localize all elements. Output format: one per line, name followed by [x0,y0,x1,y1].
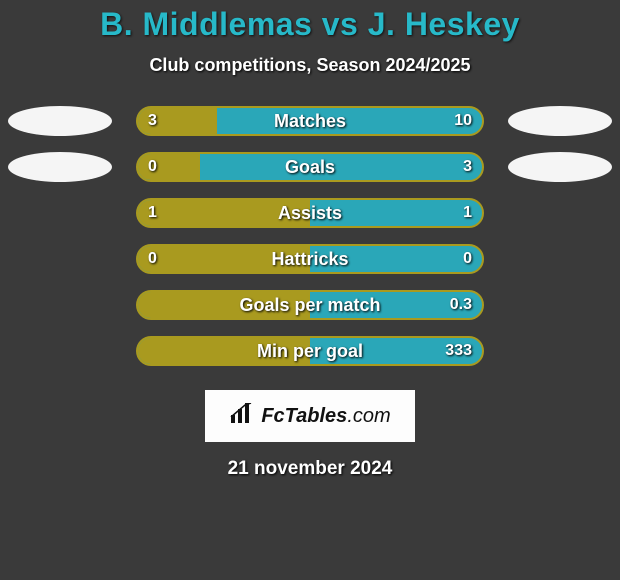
logo-brand: FcTables [261,405,347,427]
stat-row: Goals03 [0,148,620,194]
stat-bar [136,336,484,366]
player2-badge [508,152,612,182]
stat-row: Assists11 [0,194,620,240]
stat-rows: Matches310Goals03Assists11Hattricks00Goa… [0,102,620,378]
stat-bar-fill-left [138,246,310,272]
stat-row: Min per goal333 [0,332,620,378]
stat-bar-fill-left [138,108,217,134]
stat-row: Hattricks00 [0,240,620,286]
player2-badge [508,106,612,136]
player1-badge [8,106,112,136]
logo-text: FcTables.com [261,405,390,428]
date-text: 21 november 2024 [0,458,620,480]
stat-bar [136,106,484,136]
player1-badge [8,152,112,182]
page-title: B. Middlemas vs J. Heskey [0,0,620,43]
bars-icon [229,403,255,430]
stat-bar-fill-left [138,292,310,318]
stat-row: Goals per match0.3 [0,286,620,332]
stat-bar [136,244,484,274]
stat-bar-fill-left [138,200,310,226]
stat-bar-fill-left [138,338,310,364]
comparison-infographic: B. Middlemas vs J. Heskey Club competiti… [0,0,620,580]
stat-bar [136,152,484,182]
stat-bar-fill-left [138,154,200,180]
stat-row: Matches310 [0,102,620,148]
logo-suffix: .com [347,405,390,427]
stat-bar [136,198,484,228]
logo-box: FcTables.com [205,390,415,442]
subtitle: Club competitions, Season 2024/2025 [0,55,620,76]
stat-bar [136,290,484,320]
